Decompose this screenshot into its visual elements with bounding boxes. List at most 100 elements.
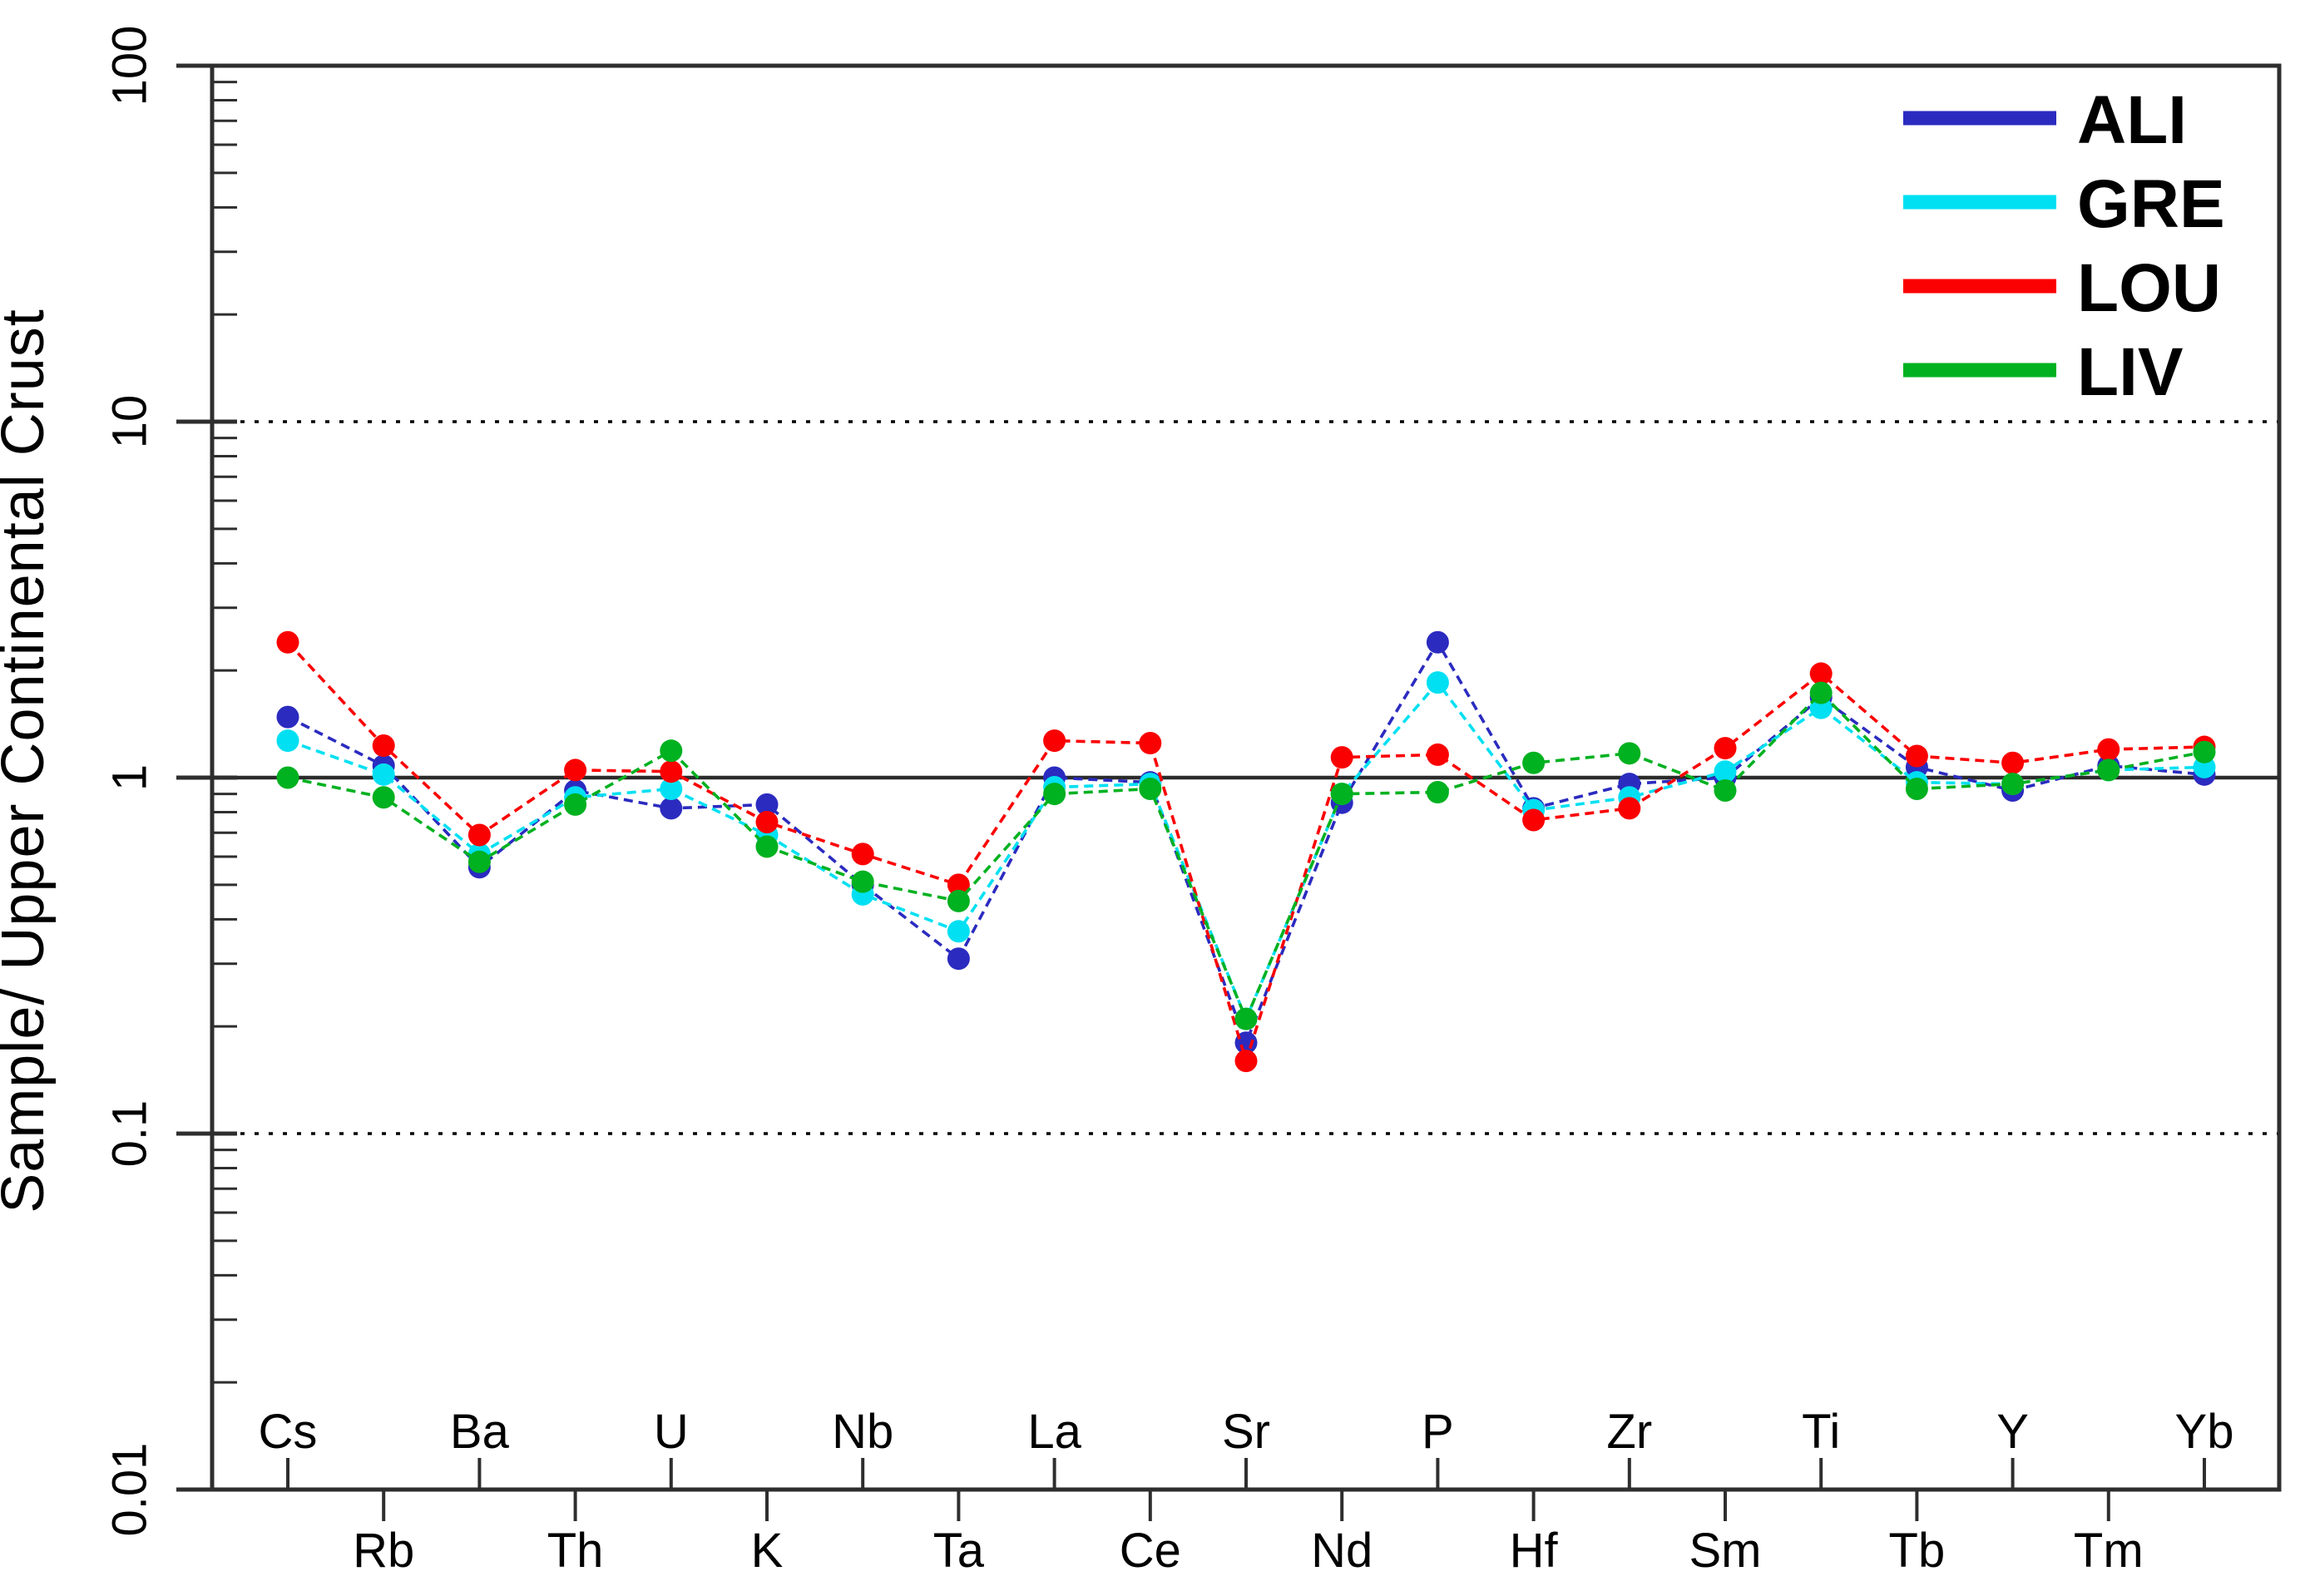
- y-tick-label-0.1: 0.1: [102, 1100, 156, 1168]
- y-tick-label-0.01: 0.01: [102, 1443, 156, 1537]
- y-tick-label-100: 100: [102, 26, 156, 106]
- point-LIV-Nd: [1330, 783, 1353, 806]
- point-LOU-Sr: [1234, 1050, 1258, 1073]
- legend-item-GRE: GRE: [1903, 166, 2225, 242]
- point-LIV-La: [1043, 783, 1066, 806]
- series-line-LOU: [286, 641, 2205, 1066]
- series-line-LIV: [287, 690, 2205, 1023]
- point-LIV-P: [1426, 781, 1449, 804]
- point-LIV-Yb: [2193, 740, 2216, 763]
- point-LOU-Ba: [467, 823, 491, 847]
- point-LIV-Zr: [1618, 742, 1641, 765]
- series-line-GRE: [287, 679, 2205, 1023]
- point-LIV-Rb: [372, 786, 395, 809]
- x-tick-label-P: P: [1422, 1405, 1454, 1459]
- point-GRE-Rb: [372, 763, 395, 786]
- point-LOU-La: [1043, 729, 1066, 753]
- point-LOU-Zr: [1618, 797, 1641, 820]
- x-tick-label-U: U: [654, 1405, 689, 1459]
- x-axis: Cs Rb Ba Th U K Nb Ta La Ce Sr Nd P Hf Zr Sm Ti Tb Y Tm Yb: [259, 1405, 2234, 1578]
- x-tick-label-Yb: Yb: [2175, 1405, 2234, 1459]
- point-LOU-Tb: [1905, 744, 1928, 768]
- x-tick-label-Tm: Tm: [2074, 1524, 2144, 1578]
- point-ALI-Ta: [947, 947, 970, 971]
- series-ALI: [276, 630, 2216, 1055]
- series-line-ALI: [287, 639, 2205, 1047]
- legend: ALI GRE LOU LIV: [1903, 82, 2225, 410]
- point-LIV-Sr: [1234, 1007, 1258, 1030]
- point-LIV-K: [755, 835, 779, 858]
- x-tick-label-Ba: Ba: [450, 1405, 510, 1459]
- point-GRE-U: [660, 777, 683, 800]
- point-LIV-Ce: [1139, 777, 1162, 800]
- point-LOU-Y: [2001, 751, 2025, 774]
- point-LIV-Hf: [1522, 751, 1546, 774]
- y-axis-label: Sample/ Upper Continental Crust: [0, 309, 57, 1213]
- point-LIV-Ta: [947, 889, 970, 912]
- point-LOU-Sm: [1714, 737, 1737, 760]
- series-LOU: [276, 630, 2216, 1073]
- point-LIV-Ti: [1809, 681, 1833, 704]
- point-LIV-Cs: [276, 766, 299, 789]
- point-ALI-Cs: [276, 705, 299, 729]
- x-tick-label-K: K: [751, 1524, 784, 1578]
- point-LOU-Th: [564, 758, 587, 782]
- point-LOU-U: [660, 760, 683, 783]
- point-LOU-P: [1426, 743, 1449, 766]
- x-tick-label-Hf: Hf: [1510, 1524, 1559, 1578]
- point-GRE-P: [1426, 671, 1449, 694]
- point-LOU-Hf: [1522, 808, 1546, 832]
- point-LIV-Sm: [1714, 778, 1737, 802]
- x-tick-label-Zr: Zr: [1606, 1405, 1652, 1459]
- x-tick-label-Ce: Ce: [1120, 1524, 1181, 1578]
- point-GRE-Sm: [1714, 760, 1737, 783]
- x-tick-label-Cs: Cs: [259, 1405, 318, 1459]
- point-LOU-Tm: [2097, 738, 2120, 761]
- point-LIV-Th: [564, 793, 587, 816]
- legend-item-ALI: ALI: [1903, 82, 2187, 158]
- point-LIV-Tm: [2097, 758, 2120, 782]
- x-tick-label-Ti: Ti: [1802, 1405, 1840, 1459]
- legend-item-LOU: LOU: [1903, 250, 2221, 326]
- legend-label-LIV: LIV: [2077, 334, 2184, 410]
- point-LOU-Rb: [372, 734, 395, 758]
- y-tick-label-10: 10: [102, 395, 156, 449]
- y-axis: 100 10 1 0.1 0.01: [102, 26, 237, 1537]
- x-tick-label-Sm: Sm: [1689, 1524, 1762, 1578]
- x-tick-label-Tb: Tb: [1889, 1524, 1946, 1578]
- x-tick-label-Th: Th: [547, 1524, 604, 1578]
- point-LIV-Tb: [1905, 777, 1928, 800]
- point-LOU-Ce: [1139, 732, 1162, 755]
- point-ALI-P: [1426, 630, 1449, 654]
- point-ALI-U: [660, 797, 683, 820]
- series-LIV: [276, 681, 2216, 1030]
- x-tick-label-Ta: Ta: [933, 1524, 985, 1578]
- x-tick-label-Nd: Nd: [1311, 1524, 1373, 1578]
- legend-label-ALI: ALI: [2077, 82, 2187, 158]
- point-LOU-K: [755, 810, 779, 833]
- legend-label-LOU: LOU: [2077, 250, 2221, 326]
- point-LOU-Ta: [947, 873, 970, 897]
- y-tick-label-1: 1: [102, 764, 156, 791]
- point-ALI-K: [755, 793, 779, 816]
- point-LIV-Y: [2001, 773, 2025, 796]
- point-LIV-Ba: [467, 850, 491, 873]
- x-tick-label-Y: Y: [1996, 1405, 2029, 1459]
- x-tick-label-Nb: Nb: [832, 1405, 893, 1459]
- point-GRE-Ta: [947, 920, 970, 943]
- point-LIV-Nb: [851, 870, 874, 893]
- point-GRE-Cs: [276, 729, 299, 753]
- x-tick-label-Rb: Rb: [353, 1524, 414, 1578]
- point-LOU-Nb: [851, 842, 874, 866]
- point-LOU-Nd: [1330, 746, 1353, 769]
- legend-item-LIV: LIV: [1903, 334, 2184, 410]
- legend-label-GRE: GRE: [2077, 166, 2225, 242]
- point-LIV-U: [660, 739, 683, 763]
- x-tick-label-La: La: [1027, 1405, 1081, 1459]
- x-tick-label-Sr: Sr: [1222, 1405, 1270, 1459]
- point-LOU-Cs: [276, 630, 299, 654]
- series-GRE: [276, 671, 2216, 1030]
- point-LOU-Ti: [1809, 662, 1833, 685]
